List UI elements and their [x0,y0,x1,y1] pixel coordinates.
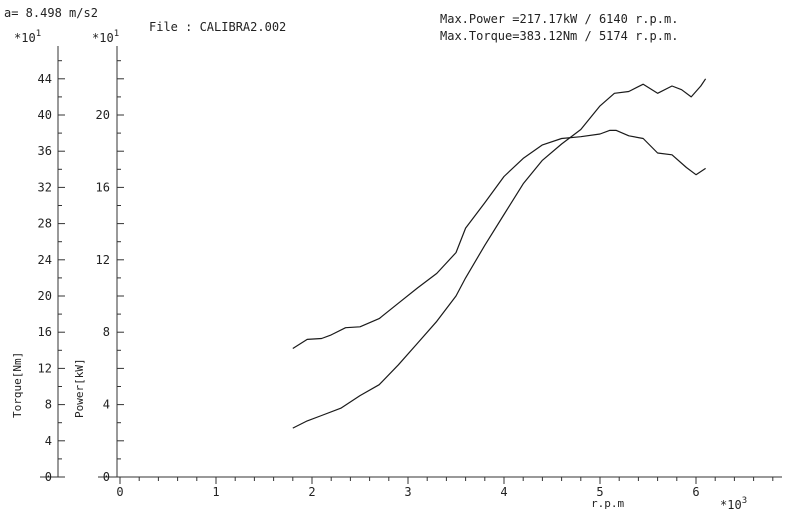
power-tick-label: 20 [96,108,110,122]
power-tick-label: 4 [103,398,110,412]
torque-tick-label: 20 [38,289,52,303]
x-tick-label: 2 [308,485,315,499]
torque-curve [292,129,706,350]
torque-tick-label: 36 [38,144,52,158]
curves [292,78,707,429]
x-tick-label: 3 [404,485,411,499]
torque-tick-label: 4 [45,434,52,448]
torque-tick-label: 24 [38,253,52,267]
power-curve [292,78,707,429]
torque-tick-label: 40 [38,108,52,122]
torque-tick-label: 28 [38,217,52,231]
torque-tick-label: 0 [45,470,52,484]
torque-tick-label: 44 [38,72,52,86]
file-name-text: File : CALIBRA2.002 [149,20,286,34]
max-torque-text: Max.Torque=383.12Nm / 5174 r.p.m. [440,29,678,43]
torque-tick-label: 12 [38,361,52,375]
torque-tick-label: 16 [38,325,52,339]
torque-tick-label: 8 [45,398,52,412]
x-multiplier: *103 [720,496,747,511]
torque-multiplier: *101 [14,29,41,45]
x-tick-label: 4 [500,485,507,499]
acceleration-text: a= 8.498 m/s2 [4,6,98,20]
power-axis-label: Power[kW] [73,358,86,418]
x-tick-label: 5 [596,485,603,499]
x-tick-label: 0 [116,485,123,499]
power-tick-label: 12 [96,253,110,267]
torque-tick-label: 32 [38,180,52,194]
power-tick-label: 8 [103,325,110,339]
x-tick-label: 6 [692,485,699,499]
power-tick-label: 0 [103,470,110,484]
max-power-text: Max.Power =217.17kW / 6140 r.p.m. [440,12,678,26]
x-tick-label: 1 [212,485,219,499]
power-tick-label: 16 [96,180,110,194]
power-multiplier: *101 [92,29,119,45]
torque-axis-label: Torque[Nm] [11,352,24,418]
x-axis-label: r.p.m [591,497,624,510]
